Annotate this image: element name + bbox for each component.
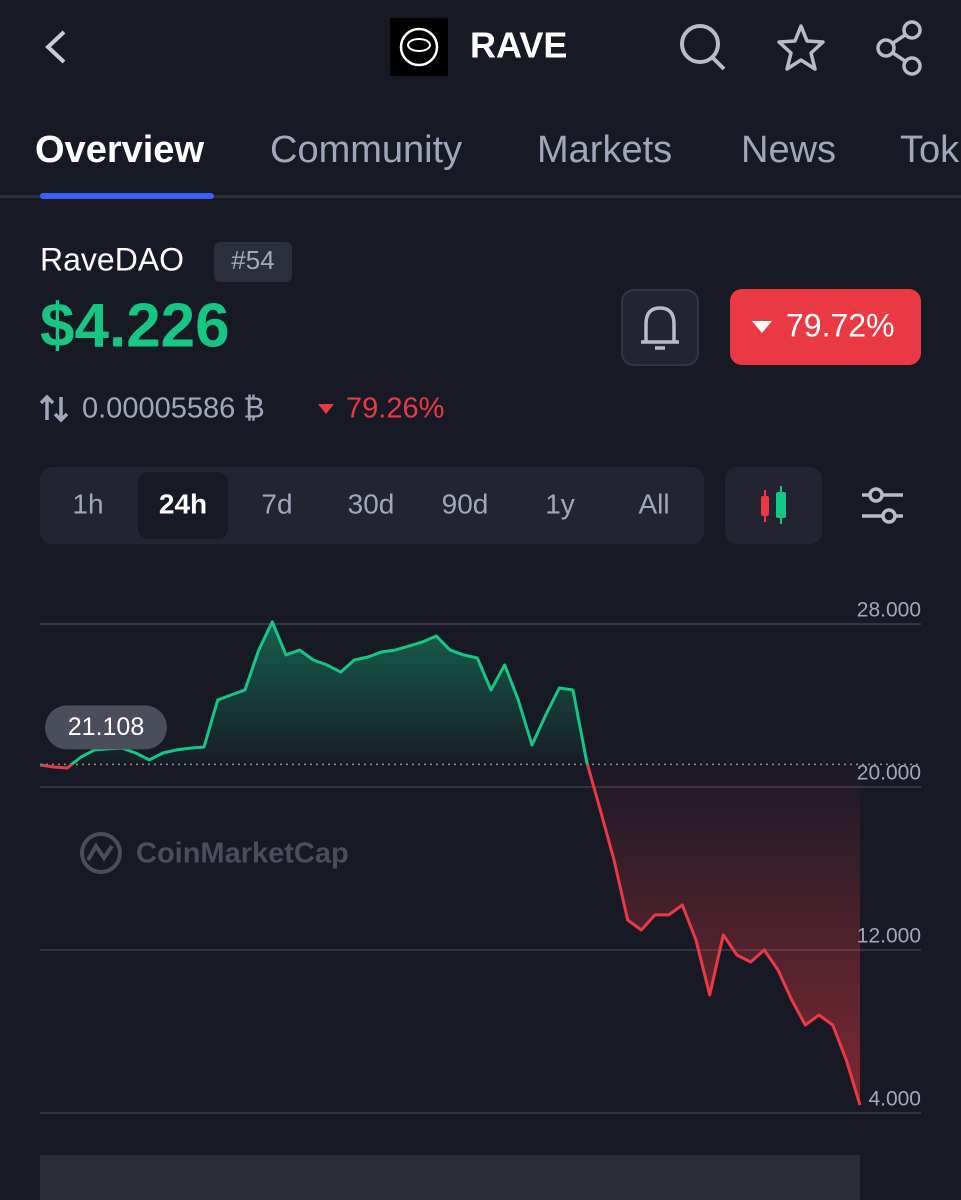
logo-ring: [399, 27, 439, 67]
range-option[interactable]: 1y: [545, 488, 575, 519]
chart-type-button[interactable]: [725, 467, 822, 544]
range-option[interactable]: All: [638, 488, 669, 519]
watermark-logo: [86, 842, 114, 862]
tab-underline: [40, 193, 214, 199]
volume-area: [40, 1155, 860, 1200]
baseline-label-bg: [45, 705, 167, 750]
bell-icon: [641, 306, 679, 350]
price-change: 79.72%: [786, 307, 895, 343]
range-option[interactable]: 7d: [261, 488, 292, 519]
coin-name: RaveDAO: [40, 241, 184, 277]
range-option[interactable]: 24h: [159, 488, 207, 519]
btc-change: 79.26%: [346, 393, 444, 425]
coin-logo: [390, 18, 448, 76]
tab[interactable]: News: [741, 129, 836, 171]
header-title: RAVE: [470, 25, 567, 66]
tab[interactable]: Markets: [537, 129, 672, 171]
down-arrow: [752, 321, 772, 333]
price: $4.226: [40, 291, 230, 360]
range-option[interactable]: 90d: [442, 488, 489, 519]
tab[interactable]: Community: [270, 129, 462, 171]
tab-divider: [0, 195, 961, 198]
y-tick-label: 4.000: [868, 1088, 921, 1111]
y-tick-label: 28.000: [857, 599, 921, 622]
range-option[interactable]: 1h: [72, 488, 103, 519]
change-pill: [730, 289, 921, 365]
swap-icon: [39, 394, 69, 423]
watermark-logo: [80, 832, 122, 874]
down-arrow: [318, 404, 334, 414]
rank-badge: [214, 242, 292, 282]
search-icon[interactable]: [680, 24, 726, 71]
range-selected: [138, 472, 228, 539]
price-area: [40, 621, 860, 1106]
share-icon[interactable]: [876, 20, 922, 76]
btc-price: 0.00005586 ₿: [82, 393, 265, 425]
y-tick-label: 12.000: [857, 925, 921, 948]
rank: #54: [231, 245, 274, 275]
back-button[interactable]: [45, 30, 66, 64]
price-chart: 28.000 20.000 12.000 4.000 21.108 CoinMarketC…: [39, 599, 921, 1114]
baseline-label: 21.108: [68, 713, 144, 741]
candle-icon: [761, 486, 786, 524]
watermark: CoinMarketCap: [136, 838, 349, 870]
star-icon[interactable]: [777, 24, 825, 71]
range-option[interactable]: 30d: [348, 488, 395, 519]
tab[interactable]: Overview: [35, 129, 204, 171]
alert-button[interactable]: [621, 289, 699, 366]
logo-eye: [407, 38, 431, 52]
settings-icon[interactable]: [862, 487, 903, 524]
price-line: [39, 620, 862, 1106]
y-tick-label: 20.000: [857, 762, 921, 785]
tab[interactable]: Tok: [900, 129, 960, 171]
